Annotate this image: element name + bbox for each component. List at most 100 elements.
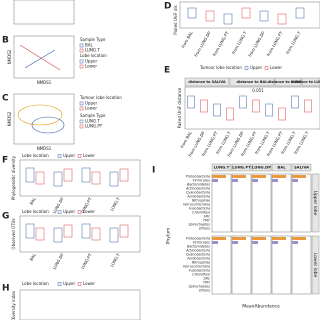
legend-item: Lower <box>85 106 97 111</box>
legend-swatch <box>79 119 84 124</box>
x-tick-label: BAL <box>29 252 38 262</box>
facet-label: distance to LUNG.PT <box>291 80 320 84</box>
taxon-label: Others <box>199 227 210 231</box>
legend-item: Lower <box>83 281 95 286</box>
legend-swatch <box>79 59 84 64</box>
taxon-label: TM7 <box>203 219 211 223</box>
box <box>109 227 119 243</box>
bar-decor <box>252 237 266 240</box>
taxon-label: SR1 <box>204 215 210 219</box>
panel-label: E <box>164 66 170 76</box>
box <box>304 99 312 113</box>
bar-decor <box>212 179 218 182</box>
facet-strip <box>184 77 230 87</box>
frame <box>13 35 75 79</box>
legend-item: Lower <box>270 65 282 70</box>
taxon-label: Acidobacteria <box>186 257 210 261</box>
group-label: Lower lobe <box>312 253 318 278</box>
box <box>277 13 287 25</box>
panel-frame <box>291 235 312 295</box>
y-axis-label: Paired UniF dis <box>173 5 178 35</box>
bar-decor <box>272 237 286 240</box>
box <box>63 168 73 182</box>
legend-swatch <box>57 282 62 286</box>
legend-title: Lobe location <box>22 209 49 214</box>
box <box>223 13 233 25</box>
column-strip <box>231 163 252 172</box>
legend-swatch <box>79 106 84 111</box>
bar-decor <box>232 175 246 178</box>
box <box>25 167 35 183</box>
frame <box>19 159 141 197</box>
column-strip <box>291 163 312 172</box>
taxon-label: SR1 <box>204 277 210 281</box>
bar-decor <box>292 179 298 182</box>
taxon-label: Actinobacteria <box>185 249 210 253</box>
ordination-line <box>24 49 56 69</box>
panel-label: H <box>2 284 10 294</box>
column-header: LUNG.T <box>214 165 230 170</box>
annotation: 0.051 <box>252 88 264 93</box>
x-axis-label: NMDS1 <box>37 146 52 151</box>
bar-decor <box>272 179 278 182</box>
frame <box>13 93 75 145</box>
bar-decor <box>232 179 238 182</box>
taxon-label: Nitrospirae <box>192 261 210 265</box>
y-axis-label: Observed OTUs <box>11 218 16 249</box>
bar-decor <box>252 175 266 178</box>
decor <box>13 0 320 320</box>
column-strip <box>251 163 272 172</box>
legend-item: BAL <box>85 43 93 48</box>
box <box>226 107 234 121</box>
frame <box>19 289 141 320</box>
legend-item: Lower <box>83 153 95 158</box>
column-strip <box>271 163 292 172</box>
ordination-line <box>19 44 61 71</box>
box <box>91 227 101 241</box>
legend-item: Upper <box>250 65 262 70</box>
box <box>200 99 208 113</box>
legend-swatch <box>79 43 84 48</box>
bar-decor <box>292 241 298 244</box>
legend-title: Sample Type <box>80 37 106 42</box>
column-strip <box>211 163 232 172</box>
panel-label: D <box>164 2 171 12</box>
taxon-label: Actinobacteria <box>185 187 210 191</box>
panel-frame <box>251 235 272 295</box>
taxon-label: TM7 <box>203 281 211 285</box>
bar-decor <box>272 175 286 178</box>
bar-decor <box>212 241 218 244</box>
taxon-label: Bacteroidetes <box>187 245 210 249</box>
panel-frame <box>271 235 292 295</box>
panel-frame <box>231 235 252 295</box>
box <box>81 223 91 239</box>
bar-decor <box>252 241 258 244</box>
box <box>81 167 91 183</box>
legend-title: Tumour lobe location <box>79 95 122 100</box>
taxon-label: Proteobacteria <box>186 175 210 179</box>
ellipse <box>31 116 65 134</box>
box <box>63 224 73 238</box>
panel-label: I <box>152 166 155 176</box>
taxon-label: Firmicutes <box>193 241 211 245</box>
box <box>53 171 63 187</box>
taxon-label: Fusobacteria <box>189 207 210 211</box>
group-label: Upper lobe <box>312 191 318 216</box>
column-header: SALIVA <box>294 165 309 170</box>
panel-frame <box>211 173 232 233</box>
x-tick-label: LUNG.T <box>109 196 121 212</box>
box <box>25 223 35 239</box>
frame <box>13 0 75 25</box>
legend-title: Sample Type <box>80 113 106 118</box>
taxon-label: Others <box>199 289 210 293</box>
facet-strip <box>274 77 302 87</box>
y-axis-label: Phylum <box>166 228 172 245</box>
legend-swatch <box>79 101 84 106</box>
x-tick-label: LUNG.DP <box>51 252 65 270</box>
frame <box>19 215 141 253</box>
frame <box>184 86 320 130</box>
frame <box>179 1 320 29</box>
x-tick-label: BAL <box>29 196 38 206</box>
taxon-label: Nitrospirae <box>192 199 210 203</box>
